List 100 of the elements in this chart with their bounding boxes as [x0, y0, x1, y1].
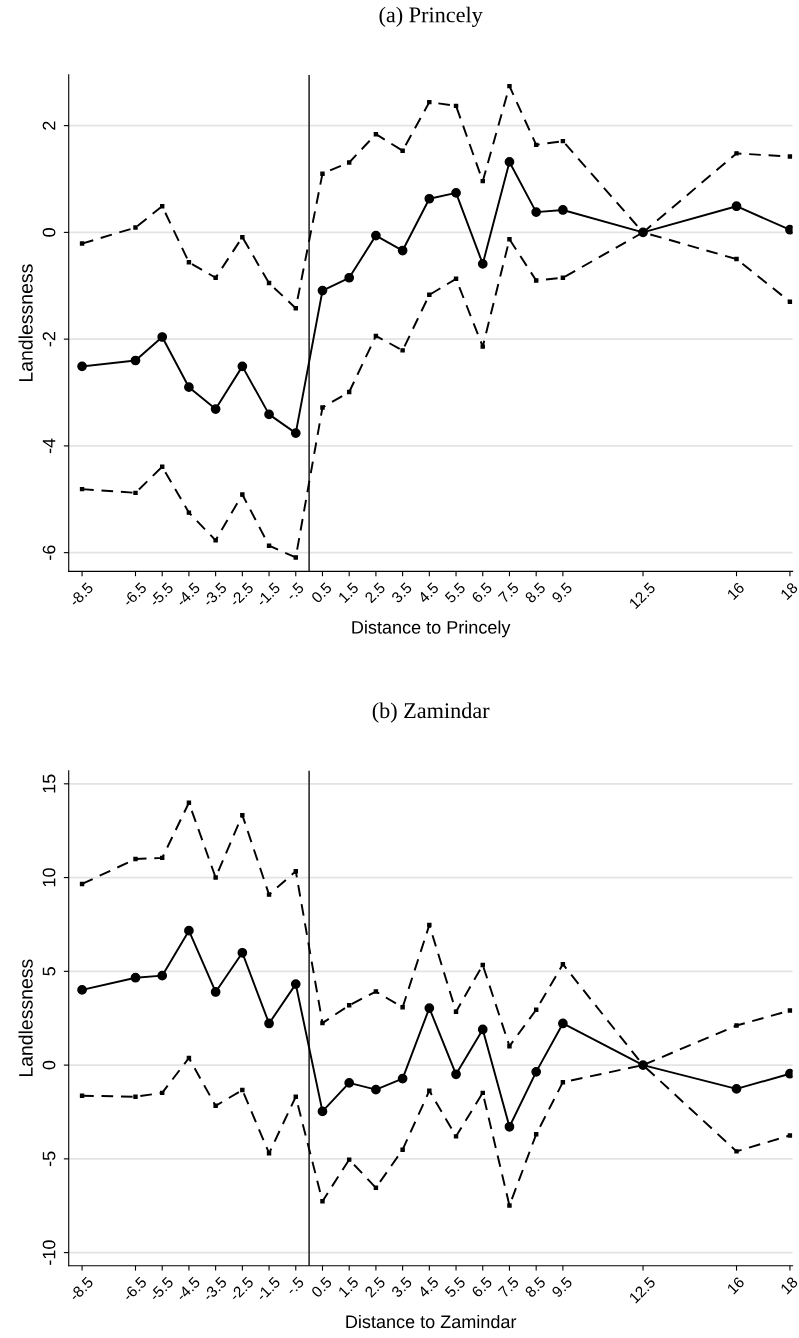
point	[157, 332, 168, 342]
x-tick-label: 2.5	[364, 1276, 386, 1298]
x-tick-label: 18	[780, 581, 799, 601]
point	[240, 492, 245, 497]
point	[159, 464, 165, 469]
y-tick-label: 2	[42, 121, 56, 130]
x-tick-label: -3.5	[202, 581, 228, 608]
point	[400, 1147, 405, 1152]
point	[317, 285, 328, 296]
chart-title: (a) Princely	[379, 6, 483, 27]
point	[290, 428, 301, 438]
x-tick-label: 6.5	[471, 1276, 493, 1298]
point	[504, 1121, 515, 1132]
point	[480, 344, 485, 349]
x-tick-label: 3.5	[390, 581, 413, 604]
x-tick-label: 7.5	[497, 1276, 520, 1298]
x-tick-label: -6.5	[121, 1276, 148, 1302]
point	[213, 1103, 218, 1109]
y-tick-label: -2	[42, 332, 56, 347]
point	[533, 278, 539, 283]
x-tick-label: 8.5	[524, 1276, 547, 1298]
x-tick-label: -5.5	[148, 581, 174, 608]
point	[558, 205, 568, 215]
x-tick-label: -2.5	[228, 1276, 255, 1302]
point	[731, 1084, 742, 1094]
point	[397, 245, 408, 256]
point	[133, 490, 138, 496]
x-tick-label: -6.5	[121, 581, 148, 608]
point	[731, 201, 742, 212]
point	[734, 1023, 739, 1028]
point	[344, 1078, 355, 1088]
point	[424, 193, 435, 204]
point	[427, 99, 432, 105]
point	[290, 979, 301, 989]
point	[451, 188, 461, 198]
x-tick-label: 6.5	[471, 581, 493, 604]
y-axis-title: Landlessness	[18, 959, 33, 1077]
point	[213, 538, 218, 543]
point	[400, 348, 405, 353]
point	[427, 922, 432, 928]
x-tick-label: 1.5	[337, 1276, 360, 1298]
x-tick-label: -2.5	[228, 581, 255, 608]
x-tick-label: 4.5	[417, 581, 440, 604]
point	[79, 241, 85, 246]
x-tick-label: -8.5	[68, 581, 94, 608]
point	[237, 361, 248, 372]
x-tick-label: -3.5	[202, 1276, 228, 1302]
x-tick-label: -1.5	[255, 1276, 281, 1302]
x-tick-label: 16	[726, 1276, 745, 1295]
point	[734, 1149, 739, 1154]
point	[533, 1132, 539, 1137]
point	[317, 1106, 328, 1117]
point	[427, 1088, 432, 1094]
point	[507, 83, 512, 89]
point	[344, 272, 355, 283]
point	[346, 160, 352, 165]
x-tick-label: -5.5	[148, 1276, 174, 1302]
x-tick-label: 7.5	[497, 581, 520, 604]
point	[507, 1043, 512, 1049]
point	[400, 1005, 405, 1010]
x-tick-label: -4.5	[175, 1276, 201, 1302]
point	[734, 151, 739, 156]
point	[558, 1018, 568, 1029]
y-axis-title: Landlessness	[18, 264, 33, 381]
point	[451, 1069, 461, 1080]
point	[787, 1133, 793, 1138]
y-tick-label: 0	[42, 1060, 56, 1070]
x-tick-label: 3.5	[390, 1276, 413, 1299]
point	[320, 171, 325, 176]
y-tick-label: -4	[42, 438, 56, 454]
point	[240, 1087, 245, 1093]
y-tick-label: 0	[42, 228, 56, 237]
point	[320, 405, 325, 410]
point	[240, 812, 245, 818]
x-tick-label: 0.5	[310, 1276, 333, 1298]
x-tick-label: 18	[780, 1276, 799, 1295]
chart-title: (b) Zamindar	[372, 702, 490, 723]
point	[130, 972, 141, 983]
x-tick-label: 9.5	[551, 581, 573, 604]
x-tick-label: 4.5	[417, 1276, 440, 1299]
point	[130, 355, 141, 366]
point	[157, 970, 168, 981]
point	[453, 1134, 459, 1139]
point	[427, 292, 432, 298]
point	[186, 260, 192, 265]
x-tick-label: 2.5	[364, 581, 386, 604]
point	[531, 207, 542, 217]
point	[264, 409, 274, 420]
y-tick-label: 5	[42, 967, 56, 976]
point	[477, 259, 488, 269]
point	[213, 275, 218, 280]
point	[264, 1018, 274, 1029]
x-tick-label: -.5	[285, 1276, 305, 1296]
y-tick-label: -6	[42, 545, 56, 560]
point	[320, 1199, 325, 1204]
x-tick-label: -1.5	[255, 581, 281, 608]
point	[734, 256, 739, 262]
point	[507, 1203, 512, 1208]
point	[266, 543, 272, 548]
x-tick-label: 0.5	[310, 581, 333, 604]
